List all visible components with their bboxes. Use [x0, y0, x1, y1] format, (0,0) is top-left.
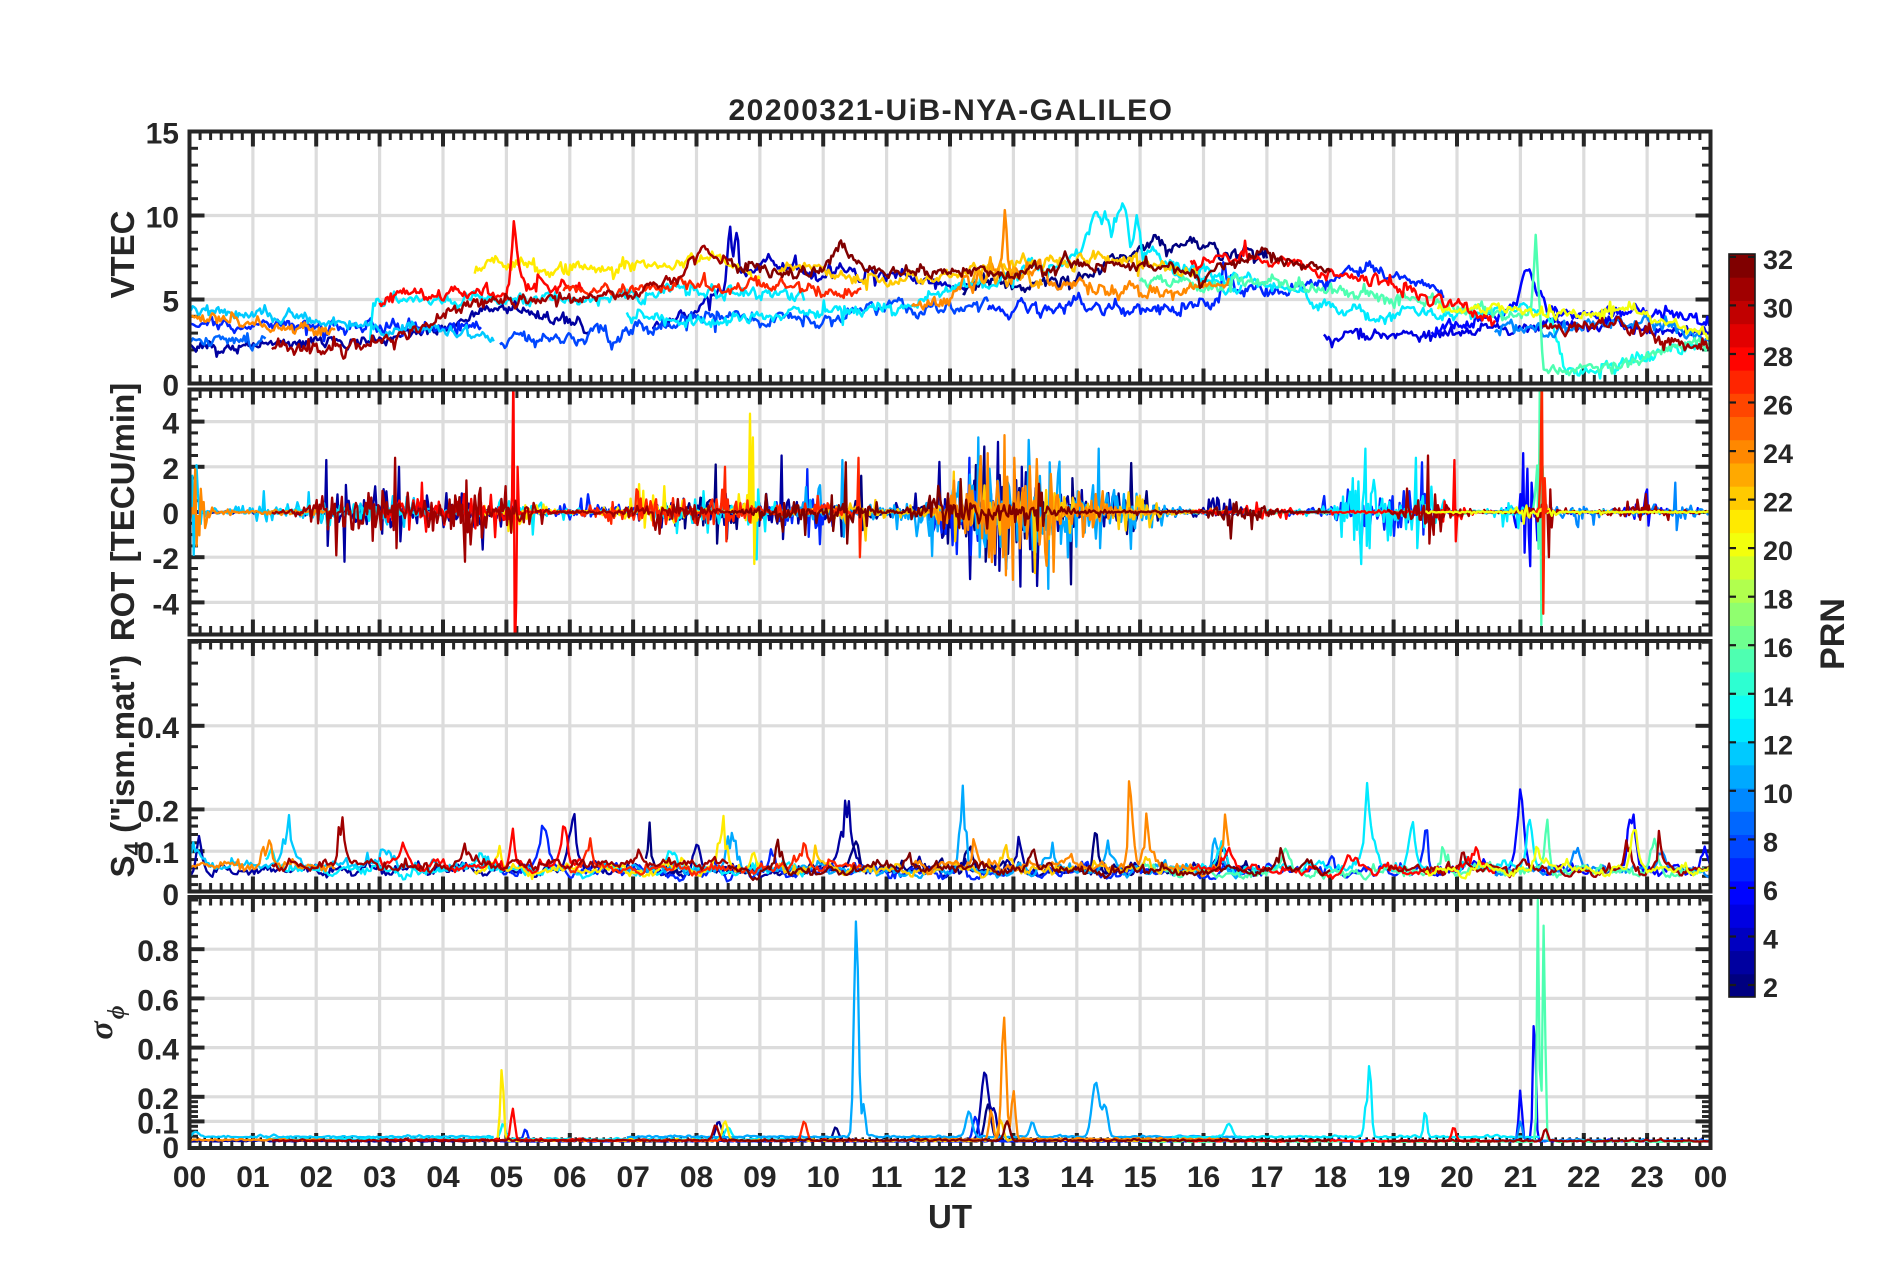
svg-text:20: 20	[1440, 1161, 1473, 1194]
svg-text:4: 4	[1763, 924, 1778, 954]
svg-text:28: 28	[1763, 342, 1793, 372]
svg-text:14: 14	[1060, 1161, 1094, 1194]
svg-text:0.1: 0.1	[137, 1107, 179, 1140]
svg-text:0: 0	[162, 879, 179, 912]
svg-text:ROT [TECU/min]: ROT [TECU/min]	[104, 383, 141, 641]
svg-text:07: 07	[616, 1161, 649, 1194]
svg-text:8: 8	[1763, 827, 1778, 857]
svg-text:09: 09	[743, 1161, 776, 1194]
svg-text:19: 19	[1377, 1161, 1410, 1194]
svg-text:12: 12	[1763, 730, 1793, 760]
svg-text:10: 10	[807, 1161, 840, 1194]
svg-text:12: 12	[933, 1161, 966, 1194]
svg-text:30: 30	[1763, 293, 1793, 323]
svg-text:6: 6	[1763, 876, 1778, 906]
svg-text:15: 15	[1123, 1161, 1156, 1194]
svg-text:0.1: 0.1	[137, 837, 179, 870]
svg-text:10: 10	[146, 202, 179, 235]
svg-text:03: 03	[363, 1161, 396, 1194]
svg-text:18: 18	[1763, 585, 1793, 615]
svg-text:20200321-UiB-NYA-GALILEO: 20200321-UiB-NYA-GALILEO	[728, 94, 1173, 127]
svg-text:22: 22	[1567, 1161, 1600, 1194]
svg-text:14: 14	[1763, 682, 1793, 712]
svg-text:21: 21	[1504, 1161, 1537, 1194]
svg-text:02: 02	[300, 1161, 333, 1194]
svg-text:0.6: 0.6	[137, 984, 179, 1017]
svg-text:-4: -4	[152, 588, 179, 621]
svg-text:0: 0	[162, 1132, 179, 1165]
svg-text:00: 00	[173, 1161, 206, 1194]
svg-text:2: 2	[1763, 973, 1778, 1003]
svg-text:10: 10	[1763, 779, 1793, 809]
svg-text:PRN: PRN	[1814, 598, 1852, 670]
svg-text:0.2: 0.2	[137, 795, 179, 828]
svg-text:16: 16	[1187, 1161, 1220, 1194]
svg-text:S4 ("ism.mat"): S4 ("ism.mat")	[104, 655, 147, 878]
svg-text:18: 18	[1314, 1161, 1347, 1194]
svg-text:0: 0	[162, 370, 179, 403]
svg-text:00: 00	[1694, 1161, 1727, 1194]
svg-text:06: 06	[553, 1161, 586, 1194]
svg-text:0.8: 0.8	[137, 935, 179, 968]
svg-text:01: 01	[236, 1161, 269, 1194]
svg-text:0: 0	[162, 498, 179, 531]
svg-text:08: 08	[680, 1161, 713, 1194]
svg-text:22: 22	[1763, 488, 1793, 518]
svg-text:4: 4	[162, 408, 179, 441]
svg-text:0.4: 0.4	[137, 1034, 179, 1067]
svg-text:2: 2	[162, 453, 179, 486]
svg-text:04: 04	[426, 1161, 460, 1194]
svg-text:5: 5	[162, 286, 179, 319]
svg-text:-2: -2	[152, 543, 179, 576]
svg-text:32: 32	[1763, 245, 1793, 275]
svg-text:20: 20	[1763, 536, 1793, 566]
svg-text:15: 15	[146, 118, 179, 151]
svg-text:11: 11	[871, 1161, 903, 1194]
svg-text:17: 17	[1250, 1161, 1283, 1194]
svg-text:16: 16	[1763, 633, 1793, 663]
svg-text:13: 13	[997, 1161, 1030, 1194]
svg-text:0.2: 0.2	[137, 1083, 179, 1116]
svg-text:26: 26	[1763, 391, 1793, 421]
svg-text:24: 24	[1763, 439, 1793, 469]
svg-text:05: 05	[490, 1161, 523, 1194]
svg-text:UT: UT	[928, 1198, 972, 1235]
svg-text:VTEC: VTEC	[104, 210, 141, 298]
svg-text:0.4: 0.4	[137, 712, 179, 745]
svg-text:23: 23	[1630, 1161, 1663, 1194]
